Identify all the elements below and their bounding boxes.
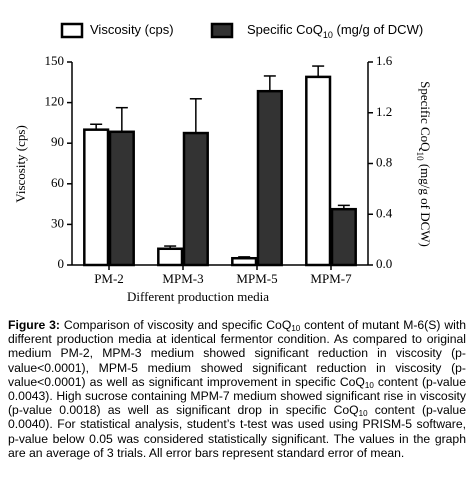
bar bbox=[182, 131, 209, 267]
y2-tick-label: 0.4 bbox=[376, 205, 393, 220]
legend-label: Specific CoQ10 (mg/g of DCW) bbox=[247, 22, 423, 40]
y2-axis-label: Specific CoQ10 (mg/g of DCW) bbox=[415, 81, 433, 247]
y-axis-label: Viscosity (cps) bbox=[13, 125, 28, 203]
bar bbox=[305, 75, 332, 267]
x-tick-label: MPM-3 bbox=[162, 271, 203, 286]
x-tick-label: MPM-5 bbox=[236, 271, 277, 286]
x-tick-label: MPM-7 bbox=[310, 271, 352, 286]
bar bbox=[83, 128, 110, 267]
y-tick-label: 120 bbox=[45, 94, 65, 109]
y2-tick-label: 0.8 bbox=[376, 154, 392, 169]
y-tick-label: 30 bbox=[51, 215, 64, 230]
legend-swatch bbox=[60, 22, 84, 39]
y2-tick-label: 0.0 bbox=[376, 256, 392, 271]
bar bbox=[157, 247, 184, 267]
y2-tick-label: 1.6 bbox=[376, 53, 393, 68]
y-tick-label: 60 bbox=[51, 175, 64, 190]
y-tick-label: 0 bbox=[58, 256, 65, 271]
caption-text: Comparison of viscosity and specific CoQ… bbox=[8, 318, 466, 460]
chart: Different production media Viscosity (cp… bbox=[13, 22, 433, 304]
bar bbox=[108, 130, 135, 267]
legend-label: Viscosity (cps) bbox=[90, 22, 174, 37]
legend-swatch bbox=[210, 22, 234, 39]
figure-caption: Figure 3: Comparison of viscosity and sp… bbox=[8, 318, 466, 460]
y-tick-label: 150 bbox=[45, 53, 65, 68]
bar bbox=[231, 256, 258, 267]
bar bbox=[330, 207, 357, 267]
y2-tick-label: 1.2 bbox=[376, 104, 392, 119]
caption-label: Figure 3: bbox=[8, 318, 60, 332]
x-tick-label: PM-2 bbox=[94, 271, 124, 286]
x-axis-label: Different production media bbox=[127, 289, 269, 304]
bar bbox=[256, 89, 283, 267]
y-tick-label: 90 bbox=[51, 134, 64, 149]
